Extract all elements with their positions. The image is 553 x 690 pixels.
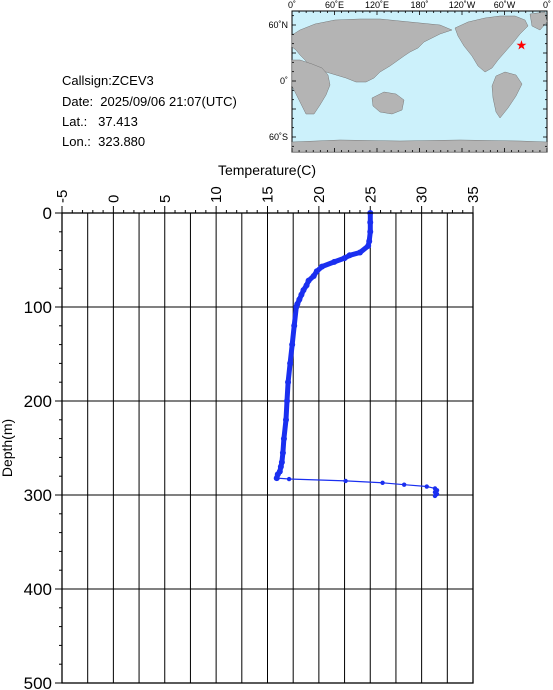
y-tick-label: 0 (43, 204, 52, 223)
data-point (282, 416, 289, 423)
world-map: 0˚ 60˚E 120˚E 180˚ 120˚W 60˚W 0˚60˚N0˚60˚S ★ (268, 0, 551, 153)
data-point (296, 296, 303, 303)
africa-landmass (291, 59, 331, 115)
data-point (318, 263, 325, 270)
data-point (432, 486, 438, 491)
data-point (298, 291, 305, 298)
data-point (343, 478, 348, 484)
data-point (434, 491, 440, 497)
data-point (367, 219, 374, 226)
map-lon-label: 60˚E (325, 0, 344, 10)
data-point (289, 341, 296, 348)
north-america-landmass (454, 15, 529, 73)
data-point (305, 277, 312, 284)
map-lon-label: 120˚W (449, 0, 476, 10)
map-land (291, 11, 548, 153)
data-point (286, 476, 292, 482)
data-point (366, 238, 373, 245)
map-labels: 0˚ 60˚E 120˚E 180˚ 120˚W 60˚W 0˚60˚N0˚60˚S (268, 0, 551, 142)
data-point (401, 482, 407, 487)
data-point (434, 488, 440, 493)
data-point (273, 475, 280, 482)
x-tick-label: 20 (311, 186, 328, 203)
data-point (279, 449, 286, 456)
data-point (294, 301, 301, 308)
temperature-profile-line (275, 213, 438, 497)
data-point (356, 249, 363, 256)
data-point (341, 255, 348, 262)
y-tick-label: 400 (24, 580, 52, 599)
data-point (287, 360, 294, 367)
x-tick-label: -5 (54, 190, 71, 203)
series-layer (273, 210, 440, 499)
grid-layer (61, 212, 474, 684)
map-lon-label: 180˚ (410, 0, 428, 10)
x-tick-label: 30 (414, 186, 431, 203)
plot-frame (61, 212, 474, 684)
map-lon-label: 60˚W (494, 0, 516, 10)
data-point (313, 268, 320, 275)
data-point (432, 493, 438, 499)
map-frame (291, 11, 548, 152)
greenland-landmass (529, 11, 548, 31)
temperature-profile-thick (274, 210, 373, 481)
callsign-text: Callsign:ZCEV3 (62, 73, 154, 88)
map-marker: ★ (516, 38, 528, 53)
data-point (380, 480, 385, 485)
data-point (346, 252, 353, 259)
x-tick-label: 35 (465, 186, 482, 203)
data-point (367, 210, 374, 216)
data-point (285, 379, 292, 386)
x-tick-label: 0 (105, 195, 122, 203)
data-point (280, 435, 287, 442)
map-lat-label: 60˚S (269, 132, 288, 142)
y-tick-label: 300 (24, 486, 52, 505)
data-point (303, 282, 310, 289)
south-america-landmass (491, 71, 523, 119)
data-point (424, 484, 429, 489)
data-point (432, 489, 438, 495)
y-tick-label: 200 (24, 392, 52, 411)
data-point (300, 287, 307, 294)
data-point (331, 258, 338, 265)
australia-landmass (371, 91, 405, 115)
map-lon-label: 0˚ (543, 0, 551, 10)
data-point (310, 272, 317, 279)
latitude-text: Lat.: 37.413 (62, 114, 138, 129)
data-point (293, 304, 300, 310)
x-tick-label: 15 (260, 186, 277, 203)
x-tick-label: 10 (208, 186, 225, 203)
data-point (278, 459, 285, 466)
map-lon-label: 0˚ (288, 0, 296, 10)
data-point (284, 398, 291, 404)
data-point (276, 468, 283, 475)
map-lon-label: 120˚E (365, 0, 389, 10)
map-lat-label: 60˚N (268, 20, 288, 30)
x-axis-label: Temperature(C) (218, 162, 316, 178)
data-point (291, 322, 298, 329)
date-text: Date: 2025/09/06 21:07(UTC) (62, 94, 237, 109)
data-point (274, 471, 281, 478)
data-point (367, 228, 374, 235)
y-axis-label: Depth(m) (0, 419, 15, 477)
data-point (365, 242, 372, 249)
y-tick-label: 100 (24, 298, 52, 317)
data-point (277, 463, 284, 470)
longitude-text: Lon.: 323.880 (62, 134, 146, 149)
y-tick-label: 500 (24, 674, 52, 690)
x-tick-label: 5 (157, 195, 174, 203)
x-tick-label: 25 (362, 186, 379, 203)
map-lat-label: 0˚ (280, 76, 288, 86)
